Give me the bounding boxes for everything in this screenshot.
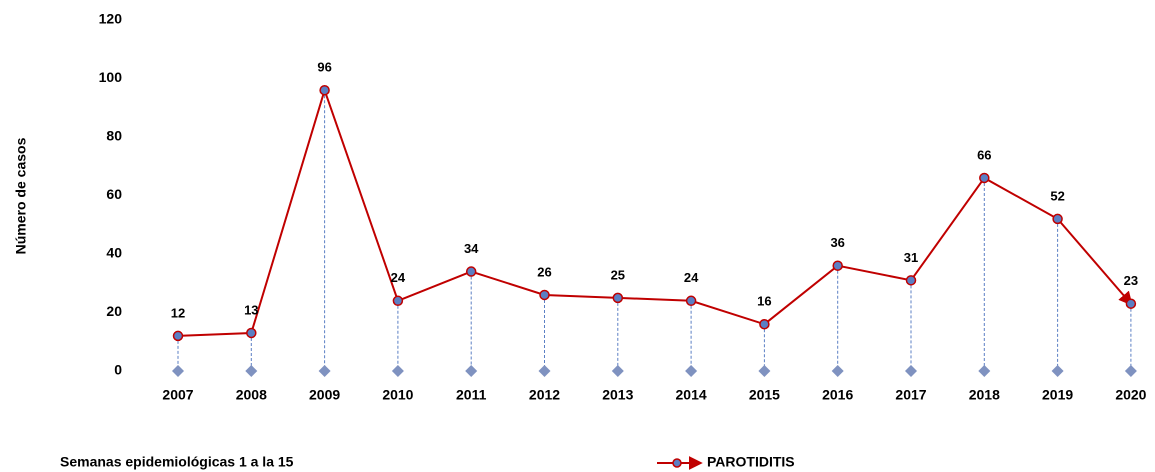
data-label: 26	[537, 264, 551, 279]
base-marker	[831, 365, 844, 377]
base-marker	[611, 365, 624, 377]
data-label: 36	[830, 235, 844, 250]
point	[759, 318, 770, 330]
x-tick-label: 2010	[382, 387, 413, 403]
point	[979, 172, 990, 184]
data-label: 24	[391, 270, 406, 285]
point	[1052, 213, 1063, 225]
x-tick-label: 2015	[749, 387, 780, 403]
base-marker	[465, 365, 478, 377]
x-tick-label: 2019	[1042, 387, 1073, 403]
point	[172, 330, 184, 342]
data-label: 66	[977, 147, 991, 162]
y-tick-label: 0	[114, 362, 122, 378]
x-tick-label: 2008	[236, 387, 267, 403]
base-marker	[391, 365, 404, 377]
x-tick-label: 2017	[895, 387, 926, 403]
base-marker	[905, 365, 917, 377]
legend-label: PAROTIDITIS	[707, 454, 795, 470]
data-label: 96	[317, 60, 331, 75]
x-tick-label: 2009	[309, 387, 340, 403]
point	[612, 292, 624, 304]
point	[905, 275, 917, 286]
data-label: 34	[464, 241, 479, 256]
point	[832, 260, 843, 271]
base-marker	[245, 365, 258, 377]
data-label: 24	[684, 270, 699, 285]
x-tick-label: 2018	[969, 387, 1000, 403]
footnote: Semanas epidemiológicas 1 a la 15	[60, 454, 294, 470]
data-label: 12	[171, 305, 185, 320]
data-label: 25	[611, 267, 625, 282]
point	[685, 295, 697, 307]
x-tick-label: 2012	[529, 387, 560, 403]
y-tick-label: 120	[99, 11, 123, 27]
base-marker	[318, 365, 331, 377]
base-marker	[685, 365, 698, 377]
data-label: 16	[757, 294, 771, 309]
point	[319, 84, 330, 96]
base-marker	[538, 365, 551, 377]
y-axis-label: Número de casos	[13, 137, 29, 254]
y-tick-label: 80	[106, 128, 122, 144]
base-marker	[1051, 365, 1064, 377]
x-tick-label: 2020	[1115, 387, 1146, 403]
point	[392, 295, 404, 307]
legend-marker	[672, 458, 682, 468]
base-marker	[1124, 365, 1137, 377]
y-tick-label: 40	[106, 245, 122, 261]
point	[539, 289, 550, 301]
data-label: 52	[1050, 188, 1064, 203]
x-tick-label: 2016	[822, 387, 853, 403]
x-tick-label: 2013	[602, 387, 633, 403]
data-label: 23	[1124, 273, 1138, 288]
data-label: 13	[244, 302, 258, 317]
x-tick-label: 2007	[162, 387, 193, 403]
x-tick-label: 2014	[676, 387, 707, 403]
point	[465, 266, 477, 277]
y-tick-label: 60	[106, 186, 122, 202]
series-line	[177, 86, 1133, 337]
base-marker	[978, 365, 991, 377]
base-marker	[758, 365, 771, 377]
point	[1125, 298, 1137, 309]
y-tick-label: 20	[106, 303, 122, 319]
y-tick-label: 100	[99, 69, 123, 85]
legend: PAROTIDITIS	[657, 454, 795, 470]
point	[246, 327, 257, 339]
x-tick-label: 2011	[456, 387, 487, 403]
base-marker	[172, 365, 184, 377]
data-label: 31	[904, 250, 918, 265]
